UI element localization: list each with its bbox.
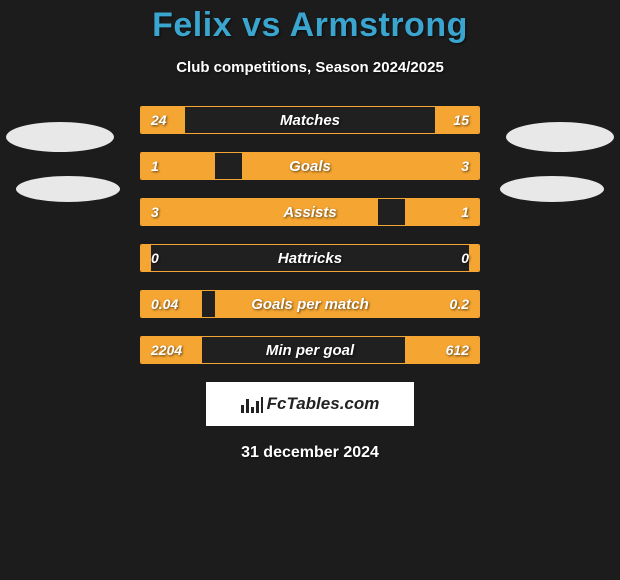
chart-icon: [241, 395, 263, 413]
avatar-placeholder-a2: [16, 176, 120, 202]
stats-container: 2415Matches 13Goals 31Assists 00Hattricks 0.…: [140, 106, 480, 364]
stat-label: Goals per match: [141, 291, 479, 317]
stat-label: Matches: [141, 107, 479, 133]
stat-label: Min per goal: [141, 337, 479, 363]
stat-row: 00Hattricks: [140, 244, 480, 272]
logo-text: FcTables.com: [267, 394, 380, 414]
page-title: Felix vs Armstrong: [0, 0, 620, 45]
avatar-placeholder-b1: [506, 122, 614, 152]
stat-row: 13Goals: [140, 152, 480, 180]
stat-row: 2415Matches: [140, 106, 480, 134]
date-text: 31 december 2024: [0, 444, 620, 462]
player-a-name: Felix: [152, 6, 232, 44]
player-b-name: Armstrong: [290, 6, 468, 44]
stat-label: Hattricks: [141, 245, 479, 271]
vs-text: vs: [242, 6, 281, 44]
avatar-placeholder-b2: [500, 176, 604, 202]
avatar-placeholder-a1: [6, 122, 114, 152]
stat-label: Assists: [141, 199, 479, 225]
stat-row: 2204612Min per goal: [140, 336, 480, 364]
stat-label: Goals: [141, 153, 479, 179]
stat-row: 0.040.2Goals per match: [140, 290, 480, 318]
fctables-logo[interactable]: FcTables.com: [206, 382, 414, 426]
stat-row: 31Assists: [140, 198, 480, 226]
subtitle-text: Club competitions, Season 2024/2025: [0, 59, 620, 76]
